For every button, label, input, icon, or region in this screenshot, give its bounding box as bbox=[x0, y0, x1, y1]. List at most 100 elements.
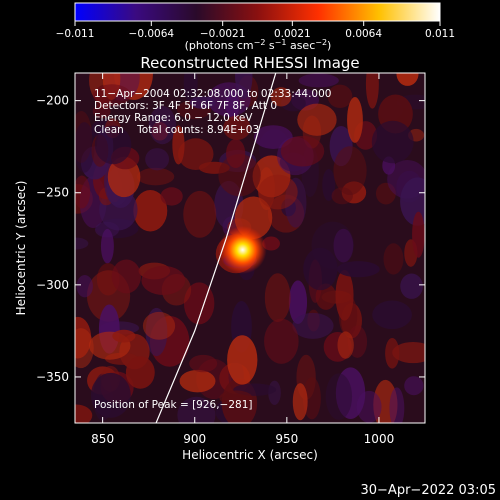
image-blob bbox=[136, 167, 175, 186]
unit-part: ) bbox=[327, 39, 331, 52]
image-blob bbox=[389, 387, 405, 423]
image-blob bbox=[262, 236, 280, 251]
unit-exponent: −1 bbox=[275, 38, 287, 47]
image-blob bbox=[75, 328, 94, 369]
x-axis-ticks: 850 900 950 1000 bbox=[91, 73, 394, 446]
info-line-detectors: Detectors: 3F 4F 5F 6F 7F 8F, Att 0 bbox=[94, 100, 277, 112]
peak-source bbox=[218, 225, 267, 274]
unit-part: asec bbox=[286, 39, 315, 52]
image-blob bbox=[288, 280, 308, 324]
image-blob bbox=[145, 148, 170, 171]
image-blob bbox=[183, 73, 198, 104]
colorbar-tick-label: 0.011 bbox=[425, 28, 455, 40]
image-blob bbox=[94, 125, 132, 165]
colorbar-tick-labels: −0.011 −0.0064 −0.0021 0.0021 0.0064 0.011 bbox=[56, 28, 455, 40]
colorbar-unit-label: (photons cm−2 s−1 asec−2) bbox=[185, 38, 332, 52]
image-blob bbox=[297, 103, 337, 136]
image-blob bbox=[298, 73, 339, 88]
colorbar: −0.011 −0.0064 −0.0021 0.0021 0.0064 0.011 (p… bbox=[56, 2, 455, 52]
image-blob bbox=[75, 122, 95, 173]
image-blob bbox=[218, 154, 261, 197]
unit-part: s bbox=[265, 39, 274, 52]
y-tick-label: −350 bbox=[36, 370, 69, 384]
image-blob bbox=[412, 211, 425, 258]
colorbar-strip bbox=[74, 2, 441, 22]
colorbar-tick-label: −0.0021 bbox=[200, 28, 246, 40]
image-blob bbox=[141, 265, 186, 295]
image-mottle bbox=[75, 73, 425, 423]
image-blob bbox=[264, 318, 299, 364]
image-blob bbox=[75, 237, 89, 250]
image-blob bbox=[337, 331, 354, 359]
unit-exponent: −2 bbox=[315, 38, 327, 47]
image-blob bbox=[178, 138, 214, 170]
image-blob bbox=[227, 335, 258, 385]
image-blob bbox=[371, 120, 414, 164]
image-blob bbox=[145, 307, 168, 357]
x-tick-label: 850 bbox=[91, 432, 114, 446]
image-blob bbox=[375, 182, 396, 205]
y-axis-ticks: −200 −250 −300 −350 bbox=[36, 94, 425, 384]
image-blob bbox=[76, 275, 93, 298]
image-blob bbox=[142, 311, 176, 340]
image-blob bbox=[385, 337, 400, 369]
image-blob bbox=[270, 87, 292, 107]
image-blob bbox=[111, 259, 141, 294]
y-tick-label: −200 bbox=[36, 94, 69, 108]
image-blob bbox=[336, 261, 380, 278]
image-blob bbox=[335, 270, 354, 321]
peak-position-label: Position of Peak = [926,−281] bbox=[94, 399, 253, 411]
unit-exponent: −2 bbox=[254, 38, 266, 47]
image-blob bbox=[292, 383, 308, 421]
timestamp: 30−Apr−2022 03:05 bbox=[361, 483, 497, 498]
info-line-time: 11−Apr−2004 02:32:08.000 to 02:33:44.000 bbox=[94, 88, 331, 100]
image-blob bbox=[400, 273, 423, 299]
image-blob bbox=[347, 97, 363, 143]
colorbar-ticks bbox=[74, 21, 441, 26]
image-blob bbox=[303, 247, 338, 291]
x-tick-label: 950 bbox=[275, 432, 298, 446]
image-blob bbox=[223, 115, 251, 140]
image-blob bbox=[235, 73, 253, 99]
image-blob bbox=[183, 190, 217, 238]
colorbar-tick-label: −0.011 bbox=[56, 28, 95, 40]
image-blob bbox=[177, 396, 216, 423]
image-blob bbox=[356, 390, 382, 423]
image-blob bbox=[302, 377, 321, 420]
x-tick-label: 900 bbox=[183, 432, 206, 446]
image-blob bbox=[404, 376, 424, 396]
image-blob bbox=[92, 84, 132, 107]
image-blob bbox=[327, 84, 353, 109]
image-blob bbox=[133, 190, 168, 232]
chart-title: Reconstructed RHESSI Image bbox=[140, 54, 359, 72]
image-blob bbox=[280, 135, 325, 167]
image-blob bbox=[333, 146, 367, 196]
image-blob bbox=[75, 316, 92, 359]
y-axis-label: Heliocentric Y (arcsec) bbox=[14, 181, 28, 316]
image-blob bbox=[219, 390, 253, 406]
image-blob bbox=[325, 373, 353, 420]
image-blob bbox=[160, 187, 183, 206]
image-blob bbox=[226, 138, 246, 169]
image-blob bbox=[75, 175, 91, 209]
image-blob bbox=[392, 341, 425, 364]
image-blob bbox=[292, 312, 334, 339]
image-blob bbox=[112, 329, 136, 343]
image-blob bbox=[90, 372, 131, 418]
image-blob bbox=[258, 174, 298, 210]
solar-limb-curve bbox=[155, 73, 277, 423]
image-blob bbox=[396, 73, 419, 86]
image-blob bbox=[264, 273, 291, 323]
image-blob bbox=[92, 104, 111, 119]
image-blob bbox=[179, 369, 216, 393]
image-blob bbox=[75, 404, 93, 423]
colorbar-tick-label: −0.0064 bbox=[129, 28, 175, 40]
image-blob bbox=[148, 105, 177, 145]
image-blob bbox=[331, 187, 353, 205]
info-line-energy: Energy Range: 6.0 − 12.0 keV bbox=[94, 112, 253, 124]
x-tick-label: 1000 bbox=[364, 432, 395, 446]
image-blob bbox=[172, 125, 185, 165]
image-blob bbox=[372, 300, 412, 330]
y-tick-label: −300 bbox=[36, 278, 69, 292]
